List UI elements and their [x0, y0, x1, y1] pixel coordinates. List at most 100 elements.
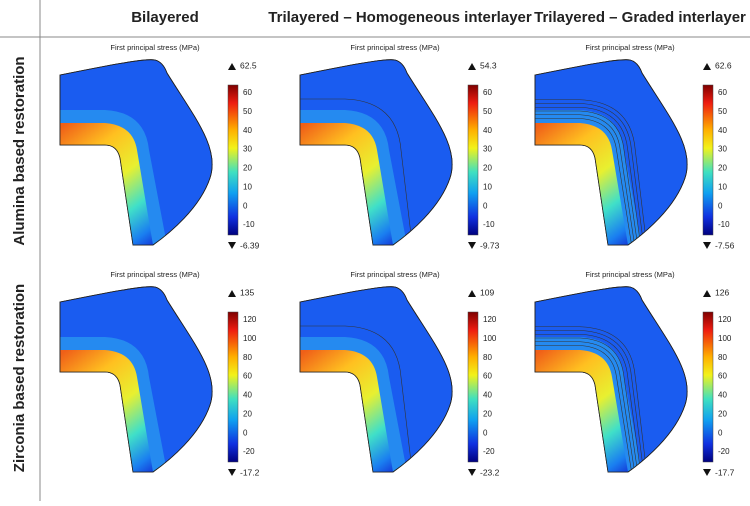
crown-outline [299, 286, 453, 473]
colorbar [467, 311, 479, 463]
column-header: Trilayered – Homogeneous interlayer [268, 9, 532, 26]
colorbar-tick-label: -20 [483, 447, 495, 456]
colorbar-tick-label: 40 [243, 126, 252, 135]
colorbar-tick-label: 10 [483, 182, 492, 191]
max-marker [468, 63, 476, 70]
stress-field [535, 99, 647, 245]
colorbar-tick-label: 0 [718, 428, 723, 437]
colorbar-tick-label: 60 [718, 88, 727, 97]
colorbar-tick-label: 100 [718, 334, 732, 343]
colorbar-tick-label: 10 [243, 182, 252, 191]
interlayer-line [535, 341, 635, 472]
min-marker [703, 469, 711, 476]
colorbar-tick-label: 20 [718, 164, 727, 173]
min-value: -17.2 [240, 467, 260, 477]
stress-band [535, 350, 628, 472]
stress-band [300, 123, 393, 245]
colorbar-tick-label: 10 [718, 182, 727, 191]
colorbar-tick-label: -20 [718, 447, 730, 456]
colorbar-tick-label: 40 [243, 391, 252, 400]
crown-outline [299, 59, 453, 246]
min-marker [703, 242, 711, 249]
colorbar-tick-label: 60 [718, 372, 727, 381]
colorbar-tick-label: 80 [483, 353, 492, 362]
colorbar-tick-label: -20 [243, 447, 255, 456]
max-value: 62.5 [240, 60, 257, 70]
interlayer-line [535, 103, 644, 245]
panel: First principal stress (MPa) 60 50 40 30 20 10… [534, 43, 735, 250]
max-value: 54.3 [480, 60, 497, 70]
colorbar-tick-label: 40 [483, 126, 492, 135]
colorbar-tick-label: 0 [483, 428, 488, 437]
column-header: Trilayered – Graded interlayer [534, 9, 746, 26]
stress-field [535, 326, 647, 472]
colorbar-tick-label: 30 [243, 145, 252, 154]
panel-title: First principal stress (MPa) [585, 43, 675, 52]
colorbar-tick-label: 40 [483, 391, 492, 400]
colorbar-tick-label: 20 [243, 409, 252, 418]
colorbar-tick-label: 80 [718, 353, 727, 362]
colorbar-tick-label: 50 [243, 107, 252, 116]
max-value: 109 [480, 287, 494, 297]
colorbar-tick-label: 100 [243, 334, 257, 343]
interlayer-line [300, 325, 413, 472]
panel: First principal stress (MPa) 60 50 40 30 20 10… [59, 43, 260, 250]
max-marker [228, 290, 236, 297]
colorbar-tick-label: -10 [718, 220, 730, 229]
crown-outline [59, 59, 213, 246]
max-marker [228, 63, 236, 70]
stress-band [300, 350, 393, 472]
colorbar-tick-label: 30 [718, 145, 727, 154]
min-value: -23.2 [480, 467, 500, 477]
max-marker [703, 290, 711, 297]
panel: First principal stress (MPa) 120 100 80 60 40… [299, 270, 500, 477]
panel: First principal stress (MPa) 60 50 40 30 20 10… [299, 43, 500, 250]
crown-outline [534, 59, 688, 246]
colorbar-tick-label: 40 [718, 126, 727, 135]
colorbar-tick-label: 120 [718, 315, 732, 324]
colorbar-tick-label: 60 [243, 88, 252, 97]
colorbar-tick-label: 20 [483, 409, 492, 418]
row-label: Alumina based restoration [11, 56, 28, 245]
colorbar-tick-label: 100 [483, 334, 497, 343]
interlayer-line [535, 106, 641, 245]
colorbar-tick-label: 120 [483, 315, 497, 324]
colorbar [227, 84, 239, 236]
interlayer-line [535, 337, 638, 472]
stress-band [535, 123, 628, 245]
colorbar-tick-label: 80 [243, 353, 252, 362]
colorbar-tick-label: 20 [718, 409, 727, 418]
interlayer-line [535, 110, 638, 245]
interlayer-line [535, 326, 647, 472]
min-marker [468, 469, 476, 476]
colorbar [467, 84, 479, 236]
colorbar-tick-label: -10 [243, 220, 255, 229]
colorbar-tick-label: 0 [718, 201, 723, 210]
min-value: -9.73 [480, 240, 500, 250]
crown-outline [59, 286, 213, 473]
min-value: -6.39 [240, 240, 260, 250]
panel-title: First principal stress (MPa) [350, 270, 440, 279]
colorbar-tick-label: 0 [243, 201, 248, 210]
max-value: 126 [715, 287, 729, 297]
max-marker [468, 290, 476, 297]
colorbar-tick-label: 0 [483, 201, 488, 210]
colorbar-tick-label: 120 [243, 315, 257, 324]
colorbar-tick-label: -10 [483, 220, 495, 229]
min-marker [468, 242, 476, 249]
colorbar-tick-label: 60 [483, 372, 492, 381]
stress-field [300, 98, 413, 245]
panel-title: First principal stress (MPa) [110, 270, 200, 279]
interlayer-line [535, 330, 644, 472]
interlayer-line [535, 333, 641, 472]
stress-band [60, 123, 153, 245]
colorbar-tick-label: 40 [718, 391, 727, 400]
panel: First principal stress (MPa) 120 100 80 60 40… [59, 270, 260, 477]
max-value: 135 [240, 287, 254, 297]
min-marker [228, 469, 236, 476]
panel: First principal stress (MPa) 120 100 80 60 40… [534, 270, 735, 477]
row-label: Zirconia based restoration [11, 284, 28, 472]
colorbar [702, 84, 714, 236]
interlayer-line [300, 98, 413, 245]
